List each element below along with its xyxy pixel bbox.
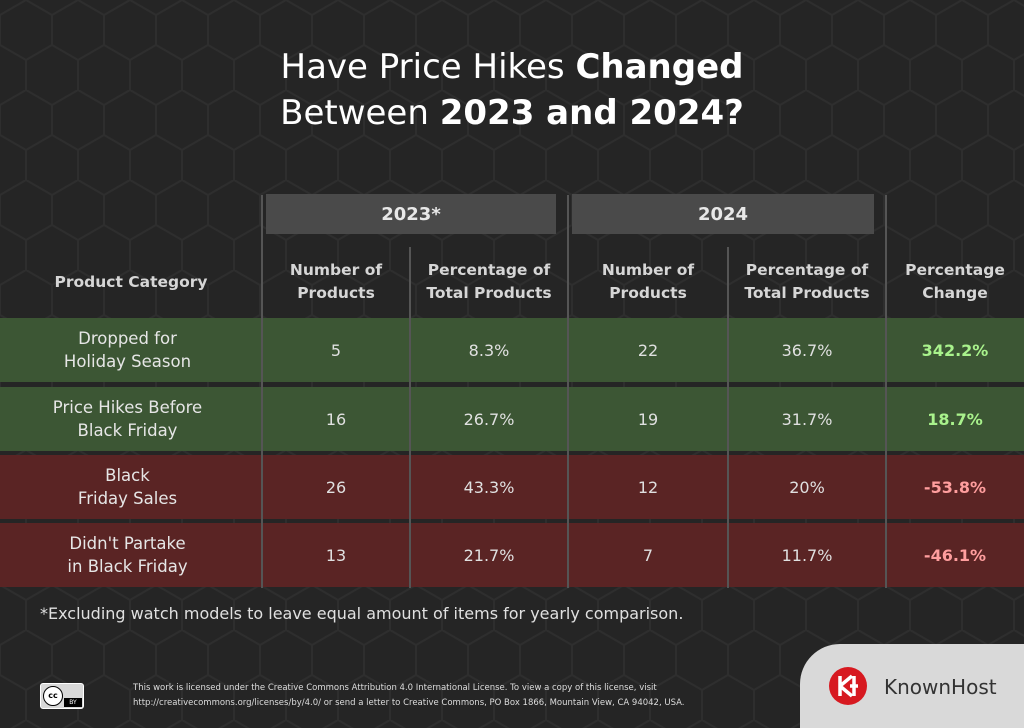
title-part: ? — [724, 93, 744, 133]
table-cell: 36.7% — [781, 340, 833, 360]
table-cell: 31.7% — [781, 409, 833, 429]
row-category: Dropped for Holiday Season — [63, 329, 192, 371]
row-background — [0, 523, 1024, 587]
percentage-change: 342.2% — [921, 340, 989, 360]
table-cell: 11.7% — [781, 545, 833, 565]
title-part: 2023 and 2024 — [439, 93, 725, 133]
table-cell: 21.7% — [463, 545, 515, 565]
table-cell: 13 — [325, 545, 347, 565]
table-cell: 8.3% — [468, 340, 510, 360]
row-background — [0, 387, 1024, 451]
column-header: Product Category — [54, 272, 208, 291]
title-part: Changed — [575, 47, 744, 87]
percentage-change: -46.1% — [923, 545, 987, 565]
table-cell: 5 — [330, 340, 342, 360]
column-header: Percentage of Total Products — [744, 261, 870, 302]
title-part: Between — [280, 93, 429, 133]
row-category: Didn't Partake in Black Friday — [67, 534, 188, 576]
table-cell: 43.3% — [463, 477, 515, 497]
footnote: *Excluding watch models to leave equal a… — [40, 604, 684, 623]
by-label: BY — [64, 698, 82, 707]
row-category: Black Friday Sales — [77, 466, 178, 508]
row-background — [0, 455, 1024, 519]
column-header: Percentage of Total Products — [426, 261, 552, 302]
cc-badge: cc BY — [40, 683, 84, 709]
column-divider — [567, 195, 569, 588]
column-header: Percentage Change — [905, 261, 1005, 302]
table-cell: 7 — [642, 545, 654, 565]
group-header: 2024 — [572, 194, 874, 234]
license-text: This work is licensed under the Creative… — [133, 683, 685, 708]
table-cell: 19 — [637, 409, 659, 429]
percentage-change: 18.7% — [927, 409, 983, 429]
table-cell: 26 — [325, 477, 347, 497]
title: Have Price Hikes Changed Between 2023 and… — [0, 44, 1024, 136]
group-header: 2023* — [266, 194, 556, 234]
column-header: Number of Products — [289, 261, 383, 302]
table-cell: 20% — [789, 477, 825, 497]
row-background — [0, 318, 1024, 382]
brand-name: KnownHost — [884, 675, 997, 699]
column-header: Number of Products — [601, 261, 695, 302]
table-cell: 22 — [637, 340, 659, 360]
column-divider — [409, 247, 411, 588]
table-cell: 12 — [637, 477, 659, 497]
column-divider — [727, 247, 729, 588]
table: 2023* 2024 Product Category Number of Produ… — [0, 194, 1024, 588]
title-part: Have Price Hikes — [280, 47, 565, 87]
column-divider — [885, 195, 887, 588]
cc-icon: cc — [43, 686, 63, 706]
brand-logo — [829, 667, 867, 705]
table-cell: 16 — [325, 409, 347, 429]
brand-panel: KnownHost — [800, 644, 1024, 728]
table-cell: 26.7% — [463, 409, 515, 429]
row-category: Price Hikes Before Black Friday — [52, 398, 203, 440]
percentage-change: -53.8% — [923, 477, 987, 497]
column-divider — [261, 195, 263, 588]
